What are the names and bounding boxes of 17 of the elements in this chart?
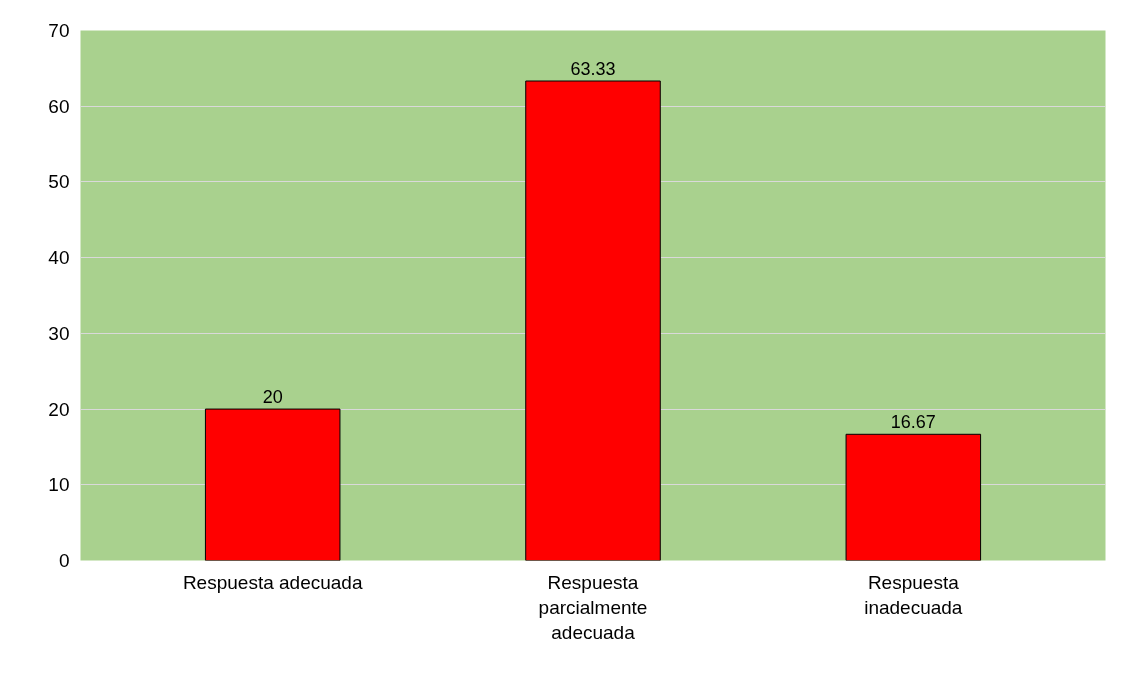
- y-tick-label: 30: [48, 322, 70, 344]
- y-tick-label: 50: [48, 171, 70, 193]
- data-label: 63.33: [570, 59, 616, 79]
- x-tick-label: Respuesta inadecuada: [864, 571, 963, 618]
- y-tick-label: 20: [48, 398, 70, 420]
- data-label: 20: [262, 387, 283, 408]
- bar: [204, 408, 341, 561]
- y-tick-label: 10: [48, 474, 70, 496]
- y-tick-label: 0: [58, 550, 70, 571]
- y-tick-label: 60: [48, 95, 70, 117]
- x-tick-label: Respuesta adecuada: [182, 571, 363, 593]
- x-tick-label: Respuesta parcialmente adecuada: [538, 571, 648, 643]
- bar: [525, 80, 661, 561]
- bar: [845, 433, 982, 561]
- y-tick-label: 70: [48, 20, 70, 41]
- y-tick-label: 40: [48, 247, 70, 269]
- data-label: 16.67: [890, 412, 936, 433]
